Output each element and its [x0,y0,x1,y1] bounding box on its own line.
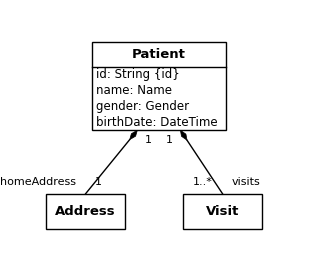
Bar [183,194,262,228]
Bar [46,194,125,228]
Text: Address: Address [55,205,116,218]
Text: gender: Gender: gender: Gender [96,100,189,113]
Text: 1..*: 1..* [193,177,213,188]
Text: birthDate: DateTime: birthDate: DateTime [96,116,218,129]
Text: name: Name: name: Name [96,84,172,97]
Text: 1: 1 [166,135,173,146]
Bar [92,42,226,130]
Text: Patient: Patient [132,48,186,61]
Text: visits: visits [232,177,261,188]
Text: id: String {id}: id: String {id} [96,68,180,81]
Text: homeAddress: homeAddress [0,177,76,188]
Text: 1: 1 [95,177,102,188]
Text: Visit: Visit [206,205,239,218]
Polygon shape [130,130,137,140]
Polygon shape [180,130,187,140]
Text: 1: 1 [145,135,152,146]
